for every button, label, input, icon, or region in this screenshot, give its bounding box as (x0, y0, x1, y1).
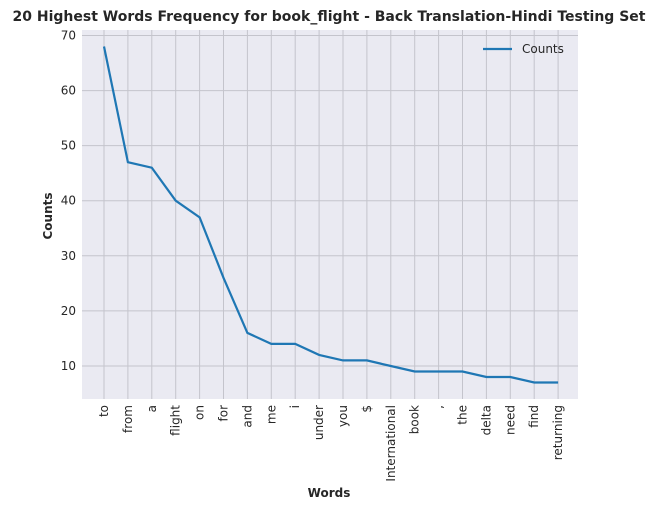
gridlines (82, 30, 578, 399)
x-tick-label: me (264, 405, 278, 424)
chart-title: 20 Highest Words Frequency for book_flig… (13, 9, 646, 25)
x-tick-label: , (432, 405, 446, 409)
x-tick-label: from (121, 405, 135, 433)
x-tick-label: flight (169, 405, 183, 436)
x-tick-label: i (288, 405, 302, 408)
legend: Counts (483, 42, 564, 56)
x-tick-label: delta (479, 405, 493, 435)
x-tick-label: need (503, 405, 517, 435)
x-tick-label: a (145, 405, 159, 412)
y-tick-label: 10 (61, 359, 76, 373)
x-tick-label: under (312, 405, 326, 440)
y-tick-label: 20 (61, 304, 76, 318)
y-tick-label: 40 (61, 194, 76, 208)
x-tick-label: and (240, 405, 254, 428)
y-tick-label: 60 (61, 84, 76, 98)
x-tick-label: you (336, 405, 350, 427)
x-axis-ticks: to from a flight on for and me i under you $ Interna… (97, 405, 565, 482)
x-tick-label: book (408, 405, 422, 434)
x-tick-label: the (456, 405, 470, 425)
x-tick-label: to (97, 405, 111, 417)
y-axis-ticks: 10 20 30 40 50 60 70 (61, 29, 76, 373)
y-tick-label: 70 (61, 29, 76, 43)
y-axis-label: Counts (41, 192, 55, 239)
legend-label-counts: Counts (522, 42, 564, 56)
plot-area (82, 30, 578, 399)
y-tick-label: 30 (61, 249, 76, 263)
x-tick-label: $ (360, 405, 374, 413)
x-tick-label: returning (551, 405, 565, 460)
x-tick-label: International (384, 405, 398, 482)
x-tick-label: find (527, 405, 541, 428)
x-axis-label: Words (308, 486, 351, 500)
x-tick-label: on (193, 405, 207, 420)
x-tick-label: for (217, 405, 231, 422)
y-tick-label: 50 (61, 139, 76, 153)
series-line-counts (102, 46, 559, 384)
